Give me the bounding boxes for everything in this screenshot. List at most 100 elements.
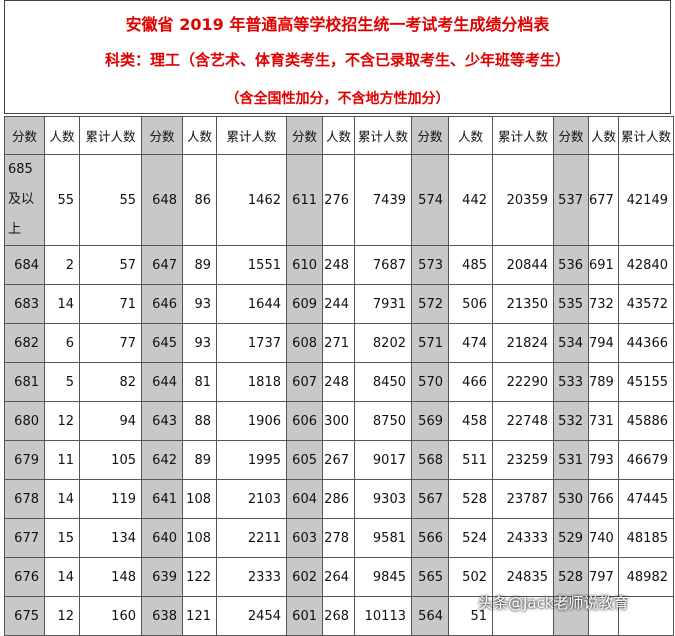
table-cell: 42149 [618,154,674,246]
table-cell: 2211 [216,518,287,558]
table-cell: 644 [141,362,183,402]
title: 安徽省 2019 年普通高等学校招生统一考试考生成绩分档表 [125,15,550,34]
table-cell: 9303 [354,479,412,519]
column-header: 人数 [448,116,493,155]
table-cell: 605 [286,440,323,480]
table-cell: 511 [448,440,493,480]
column-header: 分数 [141,116,183,155]
table-cell: 264 [322,557,355,597]
table-cell: 532 [553,401,589,441]
table-cell: 639 [141,557,183,597]
table-cell: 276 [322,154,355,246]
table-cell: 86 [182,154,217,246]
table-cell: 286 [322,479,355,519]
table-cell: 23787 [492,479,554,519]
column-header: 人数 [322,116,355,155]
table-cell: 8450 [354,362,412,402]
table-cell: 740 [588,518,619,558]
table-cell: 11 [44,440,80,480]
table-cell: 458 [448,401,493,441]
table-cell: 679 [4,440,45,480]
table-cell: 278 [322,518,355,558]
table-cell: 14 [44,479,80,519]
table-cell: 7687 [354,245,412,285]
table-cell: 565 [411,557,449,597]
table-cell: 607 [286,362,323,402]
table-cell: 647 [141,245,183,285]
score-table: 分数 人数 累计人数 分数 人数 累计人数 分数 人数 累计人数 分数 人数 累计人数 分数 人数 累计人数… [4,116,674,636]
table-cell: 794 [588,323,619,363]
table-cell: 1906 [216,401,287,441]
subtitle: 科类：理工（含艺术、体育类考生，不含已录取考生、少年班等考生） [104,51,570,69]
table-row: 679 11 105 642 89 1995 605 267 9017 568 511 23259 53… [4,440,674,480]
table-cell: 567 [411,479,449,519]
table-cell: 645 [141,323,183,363]
table-cell: 2333 [216,557,287,597]
table-cell: 10113 [354,596,412,636]
table-cell: 640 [141,518,183,558]
table-cell: 611 [286,154,323,246]
table-cell: 608 [286,323,323,363]
table-cell: 46679 [618,440,674,480]
table-cell: 564 [411,596,449,636]
table-cell: 8202 [354,323,412,363]
table-cell: 9845 [354,557,412,597]
table-cell: 2103 [216,479,287,519]
table-cell: 641 [141,479,183,519]
table-cell: 648 [141,154,183,246]
table-cell: 682 [4,323,45,363]
table-cell: 789 [588,362,619,402]
table-cell: 502 [448,557,493,597]
table-cell: 108 [182,479,217,519]
table-cell: 57 [79,245,142,285]
table-cell: 267 [322,440,355,480]
table-row: 684 2 57 647 89 1551 610 248 7687 573 485 20844 536 6… [4,245,674,285]
table-row: 680 12 94 643 88 1906 606 300 8750 569 458 22748 532… [4,401,674,441]
column-header: 人数 [182,116,217,155]
table-cell: 23259 [492,440,554,480]
table-cell: 569 [411,401,449,441]
table-cell: 678 [4,479,45,519]
table-cell: 691 [588,245,619,285]
table-cell: 766 [588,479,619,519]
table-cell: 609 [286,284,323,324]
table-cell: 9581 [354,518,412,558]
column-header: 人数 [588,116,619,155]
table-cell: 528 [553,557,589,597]
table-cell: 1995 [216,440,287,480]
table-cell: 134 [79,518,142,558]
table-cell: 248 [322,245,355,285]
table-cell: 160 [79,596,142,636]
table-cell: 7439 [354,154,412,246]
table-row: 676 14 148 639 122 2333 602 264 9845 565 502 24835 5… [4,557,674,597]
column-header: 分数 [4,116,45,155]
table-cell: 534 [553,323,589,363]
table-cell: 148 [79,557,142,597]
table-cell: 535 [553,284,589,324]
table-cell: 12 [44,401,80,441]
table-cell: 108 [182,518,217,558]
table-cell: 21350 [492,284,554,324]
table-cell: 536 [553,245,589,285]
table-cell: 681 [4,362,45,402]
table-cell: 89 [182,440,217,480]
table-cell: 22290 [492,362,554,402]
table-cell: 89 [182,245,217,285]
table-cell: 603 [286,518,323,558]
table-cell: 42840 [618,245,674,285]
table-cell: 528 [448,479,493,519]
table-cell: 2454 [216,596,287,636]
table-cell: 1551 [216,245,287,285]
table-cell: 271 [322,323,355,363]
table-cell: 537 [553,154,589,246]
table-cell: 606 [286,401,323,441]
table-cell: 244 [322,284,355,324]
table-cell: 442 [448,154,493,246]
note: （含全国性加分，不含地方性加分） [225,91,450,107]
table-cell: 680 [4,401,45,441]
table-cell: 685及以上 [4,154,45,246]
table-cell: 642 [141,440,183,480]
table-cell: 530 [553,479,589,519]
column-header: 累计人数 [216,116,287,155]
